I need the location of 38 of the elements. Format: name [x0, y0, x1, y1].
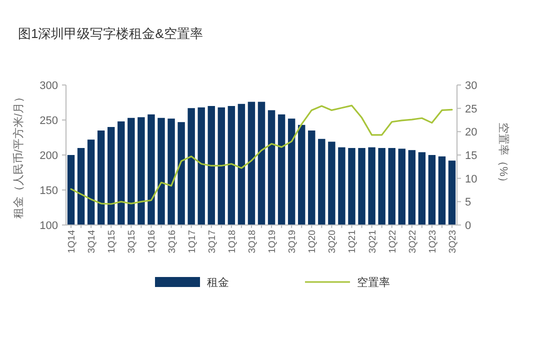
x-tick-label: 3Q17 [206, 230, 218, 254]
line-series [70, 104, 453, 205]
x-tick-label: 3Q22 [407, 230, 418, 254]
y2-tick-label: 30 [465, 80, 478, 92]
y-tick-label: 100 [40, 220, 58, 232]
chart-title: 图1深圳甲级写字楼租金&空置率 [18, 26, 203, 41]
y-tick-label: 150 [40, 185, 58, 197]
y2-tick-label: 5 [465, 196, 472, 209]
legend-label: 租金 [207, 277, 229, 289]
x-tick-label: 3Q16 [166, 230, 178, 254]
x-tick-label: 1Q17 [186, 230, 198, 254]
y2-tick-label: 15 [465, 150, 478, 162]
y-tick-label: 300 [40, 80, 58, 92]
y2-tick-label: 0 [465, 220, 472, 232]
x-tick-label: 3Q20 [327, 230, 338, 254]
x-tick-label: 3Q15 [126, 230, 138, 254]
x-tick-label: 1Q14 [66, 230, 78, 254]
x-tick-label: 3Q19 [287, 230, 298, 254]
x-tick-label: 3Q18 [246, 230, 258, 254]
legend-label: 空置率 [357, 276, 390, 289]
x-tick-label: 3Q14 [86, 230, 98, 254]
x-tick-label: 3Q23 [447, 230, 458, 254]
x-tick-label: 1Q21 [347, 230, 358, 254]
y-axis-title: 租金（人民币/平方米/月） [12, 91, 25, 219]
y-tick-label: 250 [40, 115, 58, 127]
y2-tick-label: 20 [465, 126, 478, 139]
x-tick-label: 1Q23 [427, 230, 438, 254]
x-tick-label: 3Q21 [367, 230, 378, 254]
y2-axis-title: 空置率（%） [497, 122, 510, 188]
x-tick-label: 1Q16 [146, 230, 158, 254]
y2-tick-label: 25 [465, 103, 478, 116]
y2-tick-label: 10 [465, 173, 478, 186]
x-tick-label: 1Q19 [267, 230, 278, 254]
x-tick-label: 1Q20 [307, 230, 318, 254]
x-tick-label: 1Q22 [387, 230, 398, 254]
y-tick-label: 200 [40, 150, 58, 162]
x-tick-label: 1Q18 [226, 230, 238, 254]
x-tick-label: 1Q15 [106, 230, 118, 254]
